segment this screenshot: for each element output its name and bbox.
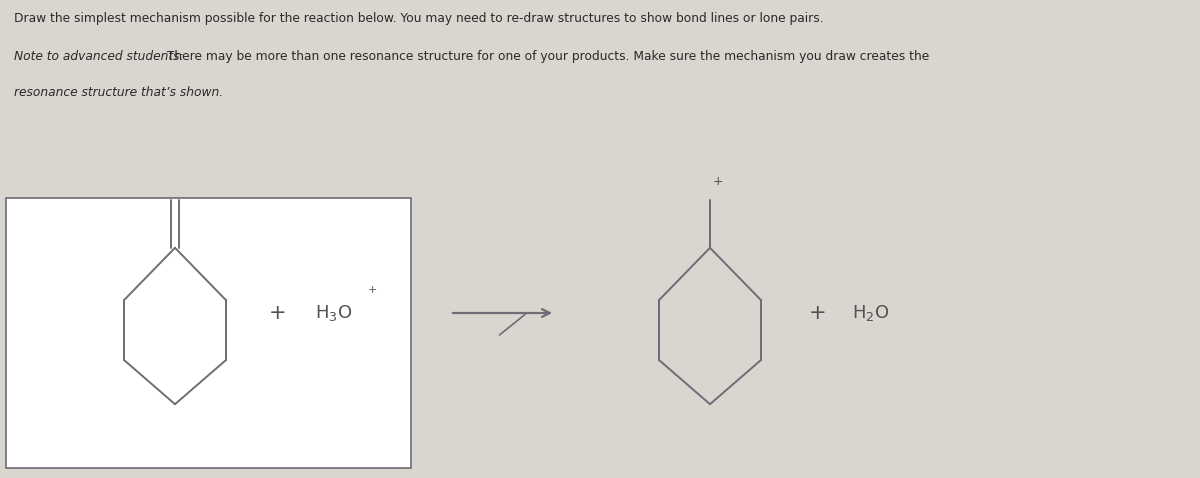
Text: +: + xyxy=(367,285,377,295)
Text: There may be more than one resonance structure for one of your products. Make su: There may be more than one resonance str… xyxy=(163,50,929,63)
Text: Draw the simplest mechanism possible for the reaction below. You may need to re-: Draw the simplest mechanism possible for… xyxy=(14,12,824,25)
Text: +: + xyxy=(809,303,827,323)
FancyBboxPatch shape xyxy=(6,198,410,468)
Text: Note to advanced students:: Note to advanced students: xyxy=(14,50,184,63)
Text: +: + xyxy=(713,175,724,188)
Text: $\mathregular{H_3O}$: $\mathregular{H_3O}$ xyxy=(316,303,353,323)
Text: +: + xyxy=(269,303,287,323)
Text: resonance structure that’s shown.: resonance structure that’s shown. xyxy=(14,86,223,99)
Text: $\mathregular{H_2O}$: $\mathregular{H_2O}$ xyxy=(852,303,889,323)
